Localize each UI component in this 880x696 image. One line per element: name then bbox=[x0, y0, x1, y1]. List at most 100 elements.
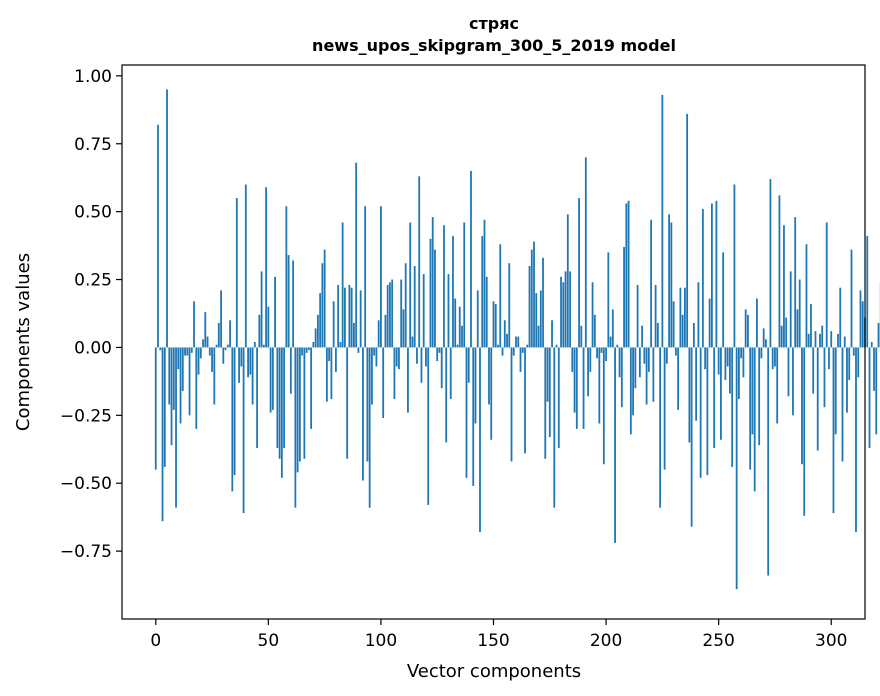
bar-268 bbox=[758, 347, 761, 446]
bar-144 bbox=[479, 347, 481, 533]
bar-12 bbox=[181, 347, 184, 391]
bar-235 bbox=[683, 287, 686, 348]
bar-83 bbox=[341, 222, 344, 348]
bar-293 bbox=[814, 331, 817, 348]
bar-321 bbox=[877, 322, 880, 348]
bar-256 bbox=[731, 347, 734, 467]
chart-title-line1: стряс bbox=[469, 14, 519, 33]
bar-294 bbox=[816, 347, 819, 451]
bar-74 bbox=[321, 263, 324, 348]
bar-105 bbox=[391, 279, 394, 348]
bar-88 bbox=[353, 322, 355, 348]
bar-299 bbox=[828, 347, 830, 370]
bar-137 bbox=[463, 222, 466, 348]
bar-291 bbox=[810, 303, 812, 348]
bar-187 bbox=[575, 347, 578, 429]
bar-318 bbox=[870, 342, 873, 348]
bar-185 bbox=[571, 347, 574, 372]
bar-33 bbox=[229, 320, 231, 348]
bar-175 bbox=[548, 347, 551, 438]
bar-38 bbox=[240, 347, 243, 367]
bar-68 bbox=[307, 347, 310, 351]
y-axis-label: Components values bbox=[13, 253, 34, 431]
bar-82 bbox=[339, 342, 342, 348]
bar-78 bbox=[330, 347, 333, 400]
bar-208 bbox=[623, 246, 625, 348]
bar-157 bbox=[508, 263, 511, 348]
bar-124 bbox=[434, 249, 436, 348]
bar-97 bbox=[373, 347, 376, 356]
bar-226 bbox=[663, 347, 666, 470]
bar-136 bbox=[461, 325, 463, 348]
bar-62 bbox=[294, 347, 297, 508]
bar-130 bbox=[447, 274, 450, 348]
bar-228 bbox=[668, 214, 671, 348]
bar-134 bbox=[456, 344, 459, 348]
bar-247 bbox=[711, 203, 713, 348]
bar-28 bbox=[217, 322, 220, 348]
bar-202 bbox=[609, 336, 612, 348]
bar-178 bbox=[555, 344, 558, 348]
bar-220 bbox=[650, 219, 653, 348]
bar-216 bbox=[641, 325, 643, 348]
bar-292 bbox=[812, 347, 815, 394]
bar-19 bbox=[197, 347, 200, 375]
bar-100 bbox=[380, 206, 382, 348]
bar-55 bbox=[278, 347, 281, 459]
bar-1 bbox=[157, 124, 159, 348]
bar-239 bbox=[692, 322, 695, 348]
bar-283 bbox=[792, 347, 794, 416]
bar-56 bbox=[280, 347, 283, 478]
bar-233 bbox=[679, 287, 682, 348]
bar-319 bbox=[873, 347, 875, 391]
bar-316 bbox=[866, 236, 869, 348]
bar-98 bbox=[375, 347, 378, 367]
bar-156 bbox=[506, 333, 508, 348]
bar-75 bbox=[323, 249, 326, 348]
bar-108 bbox=[398, 347, 400, 370]
bar-3 bbox=[161, 347, 164, 522]
bar-289 bbox=[805, 244, 808, 348]
bar-107 bbox=[395, 347, 398, 367]
bar-66 bbox=[303, 347, 306, 459]
bar-120 bbox=[425, 347, 427, 367]
bar-65 bbox=[301, 347, 304, 356]
bar-45 bbox=[256, 347, 258, 448]
x-tick-label-3: 150 bbox=[477, 631, 509, 651]
bar-192 bbox=[587, 347, 589, 397]
bar-87 bbox=[350, 287, 353, 348]
bar-163 bbox=[521, 347, 524, 353]
x-tick-label-5: 250 bbox=[702, 631, 734, 651]
bar-17 bbox=[193, 301, 195, 348]
bar-253 bbox=[724, 347, 727, 381]
bar-264 bbox=[749, 347, 752, 470]
bar-250 bbox=[717, 347, 720, 375]
bar-308 bbox=[848, 347, 851, 381]
bar-7 bbox=[170, 347, 173, 446]
bar-93 bbox=[364, 206, 367, 348]
bar-179 bbox=[557, 347, 560, 448]
bar-115 bbox=[413, 265, 416, 348]
bar-26 bbox=[213, 347, 216, 405]
bar-165 bbox=[526, 344, 529, 348]
bar-89 bbox=[355, 162, 358, 348]
bar-230 bbox=[672, 301, 675, 348]
bar-85 bbox=[346, 347, 349, 459]
bar-21 bbox=[202, 339, 204, 348]
bar-67 bbox=[305, 347, 308, 353]
bar-96 bbox=[371, 347, 373, 405]
bar-209 bbox=[625, 203, 628, 348]
bar-161 bbox=[517, 336, 520, 348]
bar-196 bbox=[596, 347, 598, 359]
bar-104 bbox=[389, 282, 391, 348]
bar-215 bbox=[638, 347, 641, 378]
bar-213 bbox=[634, 347, 637, 389]
bar-63 bbox=[296, 347, 299, 473]
bar-214 bbox=[636, 284, 639, 348]
bar-199 bbox=[602, 347, 605, 465]
y-tick-label-5: 0.50 bbox=[74, 203, 112, 223]
bar-276 bbox=[776, 347, 779, 424]
bar-278 bbox=[780, 325, 783, 348]
bar-174 bbox=[546, 347, 549, 402]
bar-171 bbox=[539, 290, 542, 348]
